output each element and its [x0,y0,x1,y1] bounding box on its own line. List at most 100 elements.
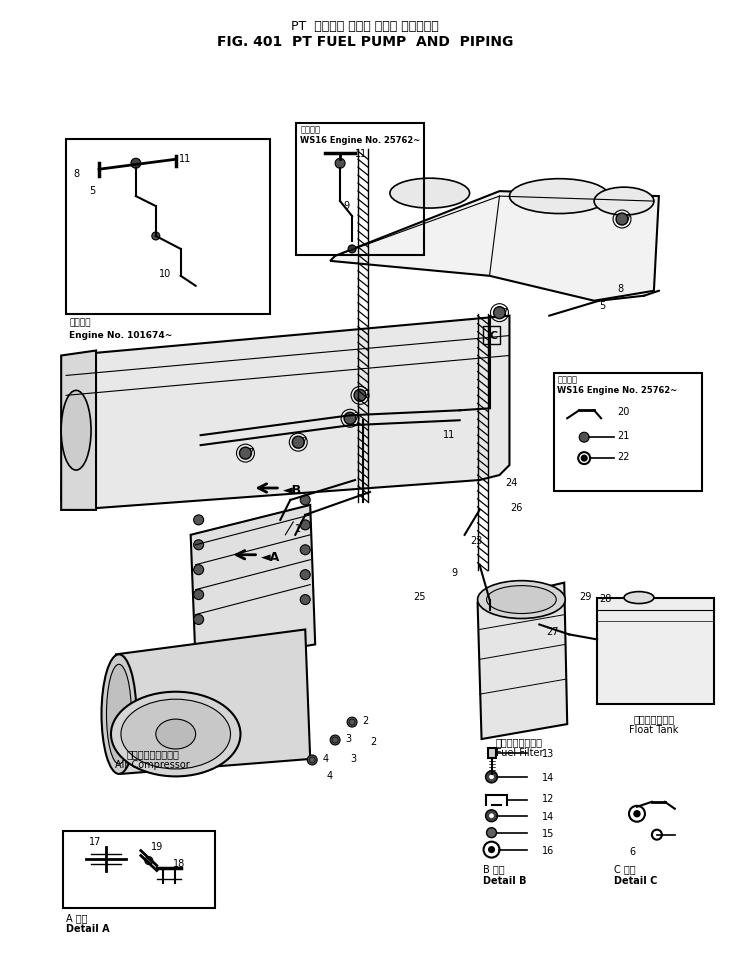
Text: 適用号機: 適用号機 [557,375,577,385]
Bar [66,139,270,314]
Text: 12: 12 [542,794,555,804]
Circle shape [194,589,204,600]
Text: 4: 4 [326,770,333,781]
Ellipse shape [107,664,132,764]
Text: 14: 14 [542,811,555,822]
Circle shape [354,390,366,401]
Text: 適用号機: 適用号機 [69,318,91,327]
Text: 29: 29 [579,591,591,602]
Bar [554,373,702,491]
Text: 16: 16 [542,845,555,855]
Polygon shape [597,598,713,704]
Text: C: C [490,330,498,341]
Text: 3: 3 [350,754,356,764]
Circle shape [493,307,505,318]
Text: 5: 5 [89,186,95,196]
Bar [488,748,496,758]
Circle shape [292,436,304,448]
Ellipse shape [121,699,230,768]
Polygon shape [61,316,510,510]
Polygon shape [116,629,310,774]
Text: 1: 1 [295,524,301,534]
Circle shape [194,615,204,624]
Circle shape [335,158,345,169]
Circle shape [300,570,310,580]
Text: 25: 25 [413,591,425,602]
Ellipse shape [487,585,556,614]
Circle shape [307,755,317,765]
Text: 8: 8 [73,169,79,179]
Ellipse shape [102,655,137,774]
Text: 7: 7 [624,214,630,224]
Circle shape [194,515,204,525]
Text: 8: 8 [617,283,623,294]
Text: 11: 11 [443,431,455,440]
Circle shape [487,828,496,838]
Circle shape [300,520,310,530]
Text: 2: 2 [370,737,376,747]
Circle shape [131,158,141,169]
Ellipse shape [510,178,609,213]
Text: 15: 15 [542,829,555,839]
Circle shape [485,809,498,822]
Circle shape [348,244,356,253]
Circle shape [194,540,204,549]
Text: B 詳細: B 詳細 [482,865,504,875]
Ellipse shape [594,187,654,215]
Text: 27: 27 [546,627,558,637]
Bar [63,831,215,909]
Text: ◄A: ◄A [262,550,281,564]
Text: 11: 11 [178,154,191,165]
Text: 7: 7 [501,308,508,318]
Text: 10: 10 [159,269,171,279]
Circle shape [330,735,340,745]
Ellipse shape [156,719,196,749]
Circle shape [579,432,589,442]
Text: 19: 19 [151,842,163,851]
Text: 7: 7 [300,437,306,447]
Text: 7: 7 [363,391,369,400]
Circle shape [634,810,640,817]
Circle shape [152,232,160,240]
Circle shape [145,856,153,865]
Text: 5: 5 [599,301,605,311]
Polygon shape [330,191,659,301]
Circle shape [344,412,356,425]
Text: Fuel Filter: Fuel Filter [496,748,543,758]
Text: 18: 18 [173,859,185,869]
Text: 28: 28 [599,593,612,604]
Text: 17: 17 [89,837,102,846]
Text: 6: 6 [629,846,635,856]
Circle shape [300,544,310,555]
Ellipse shape [61,391,91,470]
Circle shape [347,717,357,727]
Text: フロートタンク: フロートタンク [633,714,675,724]
Text: 24: 24 [505,478,518,488]
Text: 20: 20 [617,407,629,417]
Text: ◄B: ◄B [284,484,303,497]
Text: FIG. 401  PT FUEL PUMP  AND  PIPING: FIG. 401 PT FUEL PUMP AND PIPING [217,35,513,49]
Text: エアーコンプレッサ: エアーコンプレッサ [126,749,179,759]
Ellipse shape [390,178,469,208]
Circle shape [581,455,587,461]
Text: Float Tank: Float Tank [629,725,678,735]
Circle shape [240,447,251,459]
Text: A 詳細: A 詳細 [66,914,88,923]
Circle shape [485,770,498,783]
Bar [482,325,501,344]
Text: フェエルフィルタ: フェエルフィルタ [496,737,543,747]
Text: 23: 23 [471,536,483,545]
Text: Detail A: Detail A [66,924,110,934]
Polygon shape [191,505,315,664]
Text: C 詳細: C 詳細 [614,865,636,875]
Text: 2: 2 [362,716,368,727]
Ellipse shape [111,692,240,776]
Text: Engine No. 101674~: Engine No. 101674~ [69,330,173,340]
Circle shape [300,495,310,505]
Text: 22: 22 [617,452,629,462]
Text: 9: 9 [343,201,349,211]
Polygon shape [477,582,567,739]
Ellipse shape [477,581,565,618]
Text: 14: 14 [542,773,555,783]
Text: 7: 7 [353,412,360,423]
